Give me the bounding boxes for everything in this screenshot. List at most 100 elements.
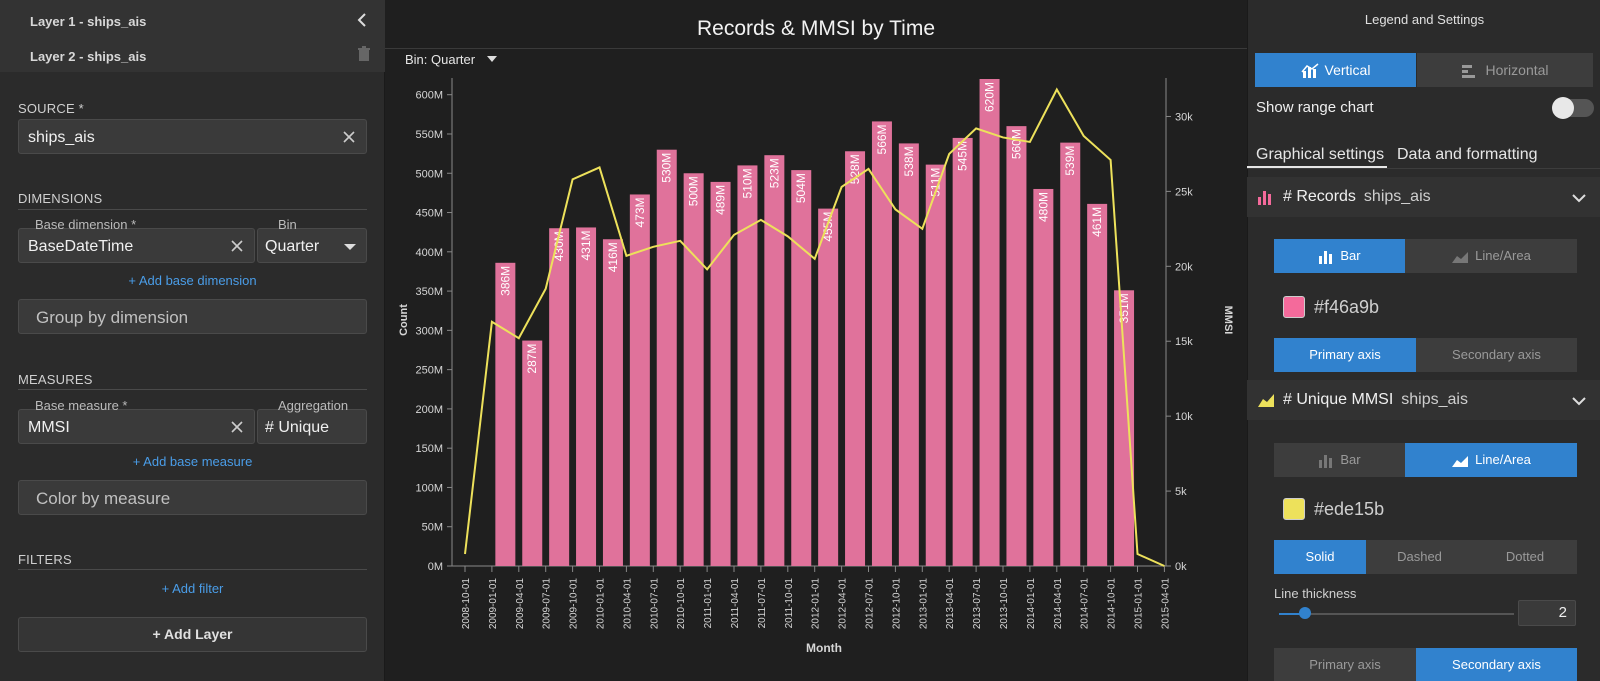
y2-axis-title: MMSI (1222, 306, 1234, 335)
clear-icon[interactable] (230, 420, 244, 434)
measure-2-primary-axis-button[interactable]: Primary axis (1274, 648, 1416, 681)
bar-chart-icon (1258, 191, 1271, 205)
bar-label: Bar (1340, 452, 1361, 467)
x-tick-label: 2012-04-01 (838, 578, 849, 630)
bar-data-label: 566M (875, 124, 889, 154)
color-by-measure-field[interactable]: Color by measure (18, 480, 367, 515)
measure-1-line-button[interactable]: Line/Area (1405, 239, 1577, 273)
line-thickness-slider-track[interactable] (1279, 613, 1514, 615)
measure-records-header[interactable]: # Records ships_ais (1247, 177, 1600, 217)
bar-data-label: 539M (1063, 146, 1077, 176)
line-area-label: Line/Area (1475, 248, 1531, 263)
vertical-label: Vertical (1324, 62, 1371, 78)
measures-label: MEASURES (18, 372, 93, 387)
bin-select[interactable]: Bin Quarter (257, 217, 367, 263)
bar-data-label: 510M (740, 168, 754, 198)
line-solid-button[interactable]: Solid (1274, 540, 1366, 574)
chart-title: Records & MMSI by Time (696, 17, 936, 40)
aggregation-select[interactable]: Aggregation # Unique (257, 398, 367, 444)
add-base-measure-link[interactable]: + Add base measure (132, 454, 253, 469)
bar (979, 79, 1000, 566)
divider (18, 569, 367, 570)
chevron-down-icon[interactable] (1572, 394, 1586, 408)
color-by-placeholder: Color by measure (36, 489, 171, 508)
orientation-horizontal-button[interactable]: Horizontal (1417, 53, 1593, 87)
bar (791, 170, 812, 566)
range-chart-toggle[interactable] (1552, 97, 1594, 119)
bar-data-label: 538M (902, 146, 916, 176)
x-tick-label: 2009-07-01 (542, 578, 553, 630)
base-measure-field[interactable]: Base measure * MMSI (18, 398, 255, 444)
measure-mmsi-header[interactable]: # Unique MMSI ships_ais (1247, 380, 1600, 420)
line-dotted-button[interactable]: Dotted (1473, 540, 1577, 574)
color-swatch[interactable] (1283, 498, 1305, 520)
measure-2-bar-button[interactable]: Bar (1274, 443, 1405, 477)
chart-bin-select[interactable]: Bin: Quarter (405, 52, 497, 67)
bin-value: Quarter (265, 238, 320, 255)
y-tick-label: 600M (415, 90, 443, 102)
tab-graphical-settings[interactable]: Graphical settings (1256, 146, 1385, 163)
clear-icon[interactable] (342, 130, 356, 144)
x-tick-label: 2010-04-01 (622, 578, 633, 630)
area-chart-icon (1258, 394, 1274, 407)
color-hex[interactable]: #f46a9b (1314, 297, 1380, 317)
color-hex[interactable]: #ede15b (1314, 499, 1385, 519)
line-thickness-input[interactable]: 2 (1518, 600, 1576, 626)
aggregation-label: Aggregation (278, 398, 349, 413)
measure-2-secondary-axis-button[interactable]: Secondary axis (1416, 648, 1577, 681)
toggle-knob (1552, 97, 1574, 119)
bar (683, 173, 704, 567)
measure-1-secondary-axis-button[interactable]: Secondary axis (1416, 338, 1577, 372)
y2-tick-label: 20k (1175, 261, 1193, 273)
bar (737, 165, 758, 566)
bar (629, 194, 650, 566)
bar-data-label: 560M (1009, 129, 1023, 159)
bar (898, 143, 919, 567)
collapse-chevron-icon[interactable] (355, 12, 371, 28)
horizontal-label: Horizontal (1485, 62, 1549, 78)
add-filter-link[interactable]: + Add filter (161, 581, 224, 596)
base-dimension-value: BaseDateTime (28, 238, 134, 255)
layer-2-row[interactable]: Layer 2 - ships_ais (0, 37, 385, 73)
chevron-down-icon (344, 244, 356, 250)
x-tick-label: 2012-07-01 (865, 578, 876, 630)
bar (871, 121, 892, 566)
combo-chart[interactable]: 0M 50M 100M 150M 200M 250M 300M 350M 400M 450M 500… (385, 0, 1247, 681)
measure-1-primary-axis-button[interactable]: Primary axis (1274, 338, 1416, 372)
x-tick-label: 2014-07-01 (1080, 578, 1091, 630)
area-chart-icon (1452, 455, 1469, 467)
trash-icon[interactable] (357, 46, 371, 62)
y2-tick-label: 10k (1175, 411, 1193, 423)
chevron-down-icon[interactable] (1572, 191, 1586, 205)
orientation-vertical-button[interactable]: Vertical (1255, 53, 1416, 87)
tab-data-formatting[interactable]: Data and formatting (1397, 146, 1538, 163)
measure-1-bar-button[interactable]: Bar (1274, 239, 1405, 273)
color-swatch[interactable] (1283, 296, 1305, 318)
y-tick-label: 350M (415, 286, 443, 298)
line-thickness-slider-handle[interactable] (1299, 607, 1311, 619)
bar-data-label: 620M (983, 82, 997, 112)
y-tick-label: 250M (415, 365, 443, 377)
base-dimension-field[interactable]: Base dimension * BaseDateTime (18, 217, 255, 263)
add-layer-button[interactable]: + Add Layer (18, 617, 367, 652)
x-tick-label: 2012-01-01 (811, 578, 822, 630)
bar-chart-icon (1319, 454, 1333, 468)
layer-1-row[interactable]: Layer 1 - ships_ais (0, 2, 385, 38)
group-by-dimension-field[interactable]: Group by dimension (18, 299, 367, 334)
add-base-dimension-link[interactable]: + Add base dimension (128, 273, 257, 288)
bar-data-label: 287M (525, 344, 539, 374)
bar (1006, 126, 1027, 567)
x-tick-label: 2009-04-01 (515, 578, 526, 630)
bar (495, 262, 516, 566)
clear-icon[interactable] (230, 239, 244, 253)
measure-2-line-button[interactable]: Line/Area (1405, 443, 1577, 477)
y2-tick-label: 25k (1175, 186, 1193, 198)
line-dashed-button[interactable]: Dashed (1366, 540, 1473, 574)
base-measure-value: MMSI (28, 419, 70, 436)
source-field[interactable]: ships_ais (18, 119, 367, 154)
bar-data-label: 489M (714, 185, 728, 215)
base-dimension-label: Base dimension * (35, 217, 137, 232)
x-tick-label: 2015-04-01 (1160, 578, 1171, 630)
x-tick-label: 2010-01-01 (596, 578, 607, 630)
